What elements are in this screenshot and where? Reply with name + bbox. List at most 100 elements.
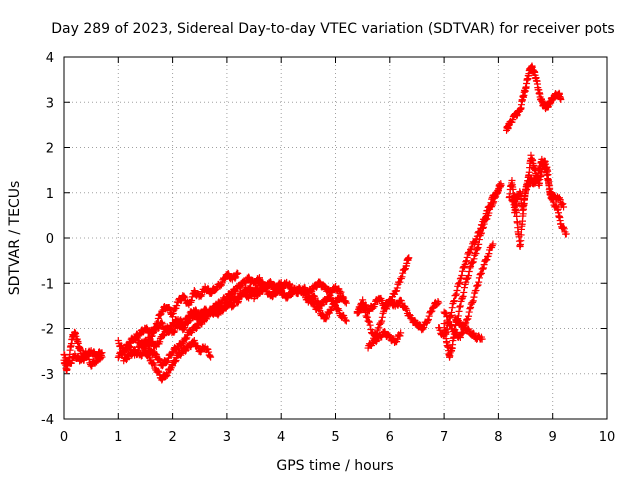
- data-point: [448, 308, 456, 316]
- data-point: [479, 265, 487, 273]
- data-point: [456, 303, 464, 311]
- data-point: [224, 270, 232, 278]
- x-tick-label: 10: [599, 430, 616, 445]
- data-point: [405, 254, 413, 262]
- data-point: [557, 220, 565, 228]
- data-point: [456, 333, 464, 341]
- data-point: [372, 338, 380, 346]
- data-point: [403, 306, 411, 314]
- data-point: [441, 309, 449, 317]
- data-point: [420, 323, 428, 331]
- data-point: [327, 307, 335, 315]
- data-point: [442, 329, 450, 337]
- data-point: [182, 335, 190, 343]
- data-point: [217, 280, 225, 288]
- data-point: [378, 296, 386, 304]
- data-point: [489, 240, 497, 248]
- data-point: [356, 304, 364, 312]
- data-point: [306, 294, 314, 302]
- data-point: [391, 290, 399, 298]
- data-point: [268, 281, 276, 289]
- series-track-17: [451, 314, 486, 343]
- data-point: [371, 300, 379, 308]
- data-point: [367, 325, 375, 333]
- data-point: [181, 347, 189, 355]
- data-point: [285, 280, 293, 288]
- data-point: [480, 261, 488, 269]
- data-point: [258, 278, 266, 286]
- data-point: [469, 258, 477, 266]
- chart-title: Day 289 of 2023, Sidereal Day-to-day VTE…: [51, 21, 614, 37]
- data-point: [446, 321, 454, 329]
- data-point: [460, 288, 468, 296]
- data-point: [486, 202, 494, 210]
- data-point: [230, 301, 238, 309]
- data-point: [476, 271, 484, 279]
- data-point: [183, 334, 191, 342]
- data-point: [473, 245, 481, 253]
- data-point: [486, 203, 494, 211]
- data-point: [465, 267, 473, 275]
- x-tick-label: 3: [223, 430, 231, 445]
- data-point: [162, 370, 170, 378]
- data-point: [443, 313, 451, 321]
- data-point: [467, 263, 475, 271]
- data-point: [138, 338, 146, 346]
- data-point: [131, 346, 139, 354]
- data-point: [468, 243, 476, 251]
- series-track-2: [60, 348, 106, 370]
- data-point: [207, 353, 215, 361]
- data-point: [467, 303, 475, 311]
- y-tick-label: 3: [46, 96, 54, 111]
- data-point: [448, 322, 456, 330]
- data-point: [268, 293, 276, 301]
- data-point: [393, 284, 401, 292]
- data-point: [251, 280, 259, 288]
- data-point: [557, 95, 565, 103]
- data-point: [171, 358, 179, 366]
- data-point: [398, 273, 406, 281]
- data-point: [342, 316, 350, 324]
- data-point: [212, 302, 220, 310]
- x-tick-labels: 0 1 2 3 4 5 6 7 8 9 10: [60, 430, 615, 445]
- data-point: [239, 290, 247, 298]
- data-point: [482, 213, 490, 221]
- data-point: [97, 351, 105, 359]
- data-point: [396, 332, 404, 340]
- data-point: [434, 297, 442, 305]
- data-point: [466, 305, 474, 313]
- data-point: [246, 283, 254, 291]
- data-point: [466, 264, 474, 272]
- data-point: [143, 352, 151, 360]
- data-point: [465, 272, 473, 280]
- data-point: [126, 339, 134, 347]
- data-markers: [60, 62, 570, 384]
- data-point: [424, 317, 432, 325]
- data-point: [387, 297, 395, 305]
- data-point: [472, 286, 480, 294]
- y-tick-label: -3: [41, 368, 54, 383]
- data-point: [425, 312, 433, 320]
- data-point: [326, 291, 334, 299]
- series-track-10: [304, 292, 350, 323]
- data-point: [419, 325, 427, 333]
- data-point: [562, 230, 570, 238]
- data-point: [366, 321, 374, 329]
- data-point: [491, 193, 499, 201]
- data-point: [82, 348, 90, 356]
- series-track-7: [141, 273, 285, 370]
- data-point: [84, 352, 92, 360]
- data-point: [469, 298, 477, 306]
- series-track-20: [508, 155, 568, 251]
- x-axis-label: GPS time / hours: [276, 458, 393, 474]
- data-point: [485, 250, 493, 258]
- data-point: [475, 274, 483, 282]
- data-point: [465, 312, 473, 320]
- data-point: [162, 358, 170, 366]
- data-point: [460, 284, 468, 292]
- data-point: [397, 329, 405, 337]
- data-point: [142, 324, 150, 332]
- data-point: [458, 271, 466, 279]
- data-point: [332, 299, 340, 307]
- data-point: [150, 329, 158, 337]
